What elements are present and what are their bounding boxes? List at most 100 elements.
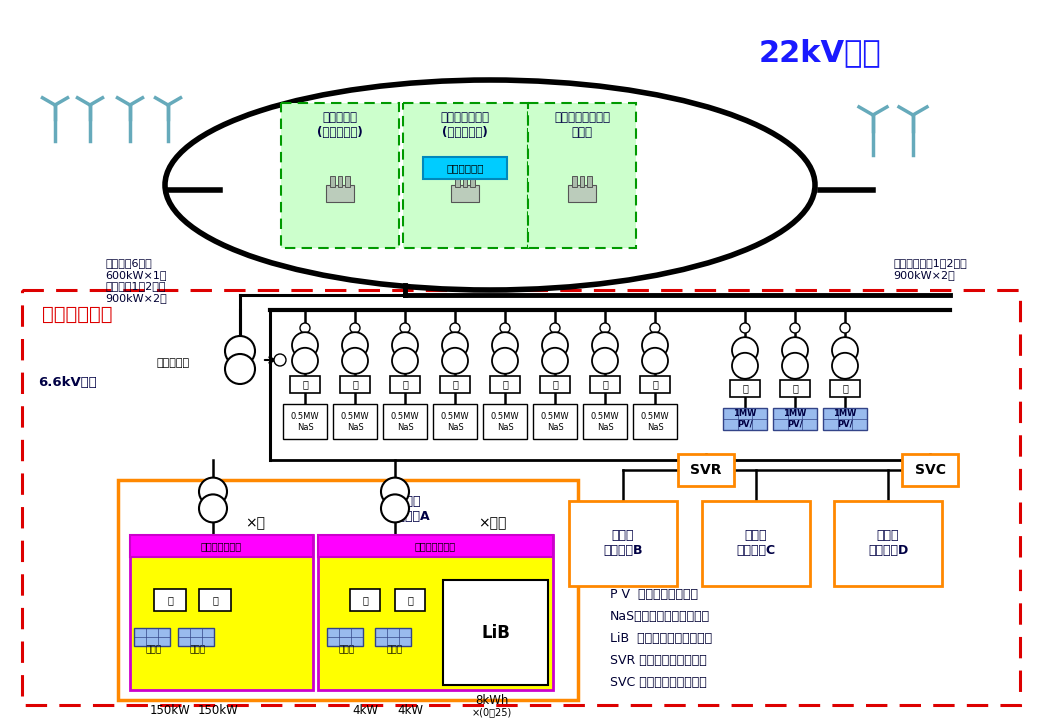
Bar	[569, 500, 677, 585]
Bar	[588, 176, 592, 186]
Text: ～: ～	[743, 383, 748, 393]
Circle shape	[342, 348, 368, 374]
Text: 0.5MW
NaS: 0.5MW NaS	[441, 413, 469, 432]
Text: 宮古風剒6号機
600kW×1基
狗俣風剒1、2号機
900kW×2基: 宮古風剒6号機 600kW×1基 狗俣風剒1、2号機 900kW×2基	[105, 258, 166, 303]
Circle shape	[782, 337, 808, 363]
Circle shape	[542, 348, 568, 374]
Text: 4kW: 4kW	[352, 703, 378, 716]
Bar	[483, 404, 527, 439]
Text: ～: ～	[502, 379, 508, 389]
Text: ～: ～	[842, 383, 848, 393]
Bar	[130, 535, 313, 690]
Bar	[590, 376, 620, 392]
Text: 8kWh: 8kWh	[475, 693, 509, 706]
Bar	[633, 404, 677, 439]
Text: SVR: SVR	[691, 463, 722, 477]
Circle shape	[840, 323, 850, 333]
Bar	[383, 404, 427, 439]
Circle shape	[542, 332, 568, 359]
Bar	[568, 185, 596, 202]
Bar	[134, 628, 170, 646]
Text: ×(0～25): ×(0～25)	[472, 707, 512, 717]
Text: LiB: LiB	[482, 624, 510, 642]
Bar	[780, 379, 810, 397]
Circle shape	[442, 332, 468, 359]
Text: 模擬負: 模擬負	[387, 646, 404, 654]
Bar	[678, 454, 734, 486]
Bar	[340, 376, 370, 392]
Text: ～: ～	[652, 379, 658, 389]
Bar	[534, 404, 577, 439]
Circle shape	[342, 332, 368, 359]
Circle shape	[381, 495, 409, 523]
Bar	[395, 589, 425, 611]
Text: ～: ～	[302, 379, 308, 389]
Bar	[402, 102, 527, 248]
Text: P V  ：太陽光発電設備: P V ：太陽光発電設備	[610, 588, 698, 601]
Circle shape	[740, 323, 750, 333]
Bar	[333, 404, 378, 439]
Bar	[375, 628, 411, 646]
Text: ～: ～	[167, 595, 173, 605]
Bar	[702, 500, 810, 585]
Bar	[318, 535, 553, 690]
Text: ～: ～	[362, 595, 368, 605]
Circle shape	[292, 348, 318, 374]
Bar	[390, 376, 420, 392]
Bar	[834, 500, 942, 585]
Bar	[423, 157, 508, 179]
Bar	[350, 589, 380, 611]
Bar	[540, 376, 570, 392]
Bar	[445, 589, 475, 611]
Bar	[773, 408, 817, 430]
Bar	[178, 628, 214, 646]
Circle shape	[492, 332, 518, 359]
Circle shape	[600, 323, 610, 333]
Bar	[830, 379, 860, 397]
Text: 実証研究設備: 実証研究設備	[42, 305, 112, 324]
Text: 0.5MW
NaS: 0.5MW NaS	[491, 413, 519, 432]
Bar	[579, 176, 584, 186]
Text: ～: ～	[552, 379, 557, 389]
Bar	[290, 376, 320, 392]
Circle shape	[642, 348, 668, 374]
Text: 模擬負: 模擬負	[339, 646, 355, 654]
Text: ～: ～	[792, 383, 798, 393]
Text: 0.5MW
NaS: 0.5MW NaS	[641, 413, 670, 432]
Circle shape	[381, 477, 409, 505]
Bar	[338, 176, 342, 186]
Circle shape	[400, 323, 410, 333]
Text: ×２５: ×２５	[477, 516, 506, 530]
Circle shape	[642, 332, 668, 359]
Bar	[528, 102, 636, 248]
Bar	[456, 176, 460, 186]
Bar	[640, 376, 670, 392]
Circle shape	[790, 323, 800, 333]
Circle shape	[225, 336, 255, 366]
Text: 22kV系統: 22kV系統	[759, 38, 881, 67]
Text: 需要家
ブロックB: 需要家 ブロックB	[603, 529, 643, 557]
Bar	[154, 589, 186, 611]
Circle shape	[292, 332, 318, 359]
Text: 模擬負: 模擬負	[146, 646, 162, 654]
Bar	[331, 176, 335, 186]
Bar	[583, 404, 627, 439]
Circle shape	[442, 348, 468, 374]
Bar	[823, 408, 867, 430]
Text: 150kW: 150kW	[150, 703, 190, 716]
Text: ～: ～	[353, 379, 358, 389]
Text: 0.5MW
NaS: 0.5MW NaS	[541, 413, 569, 432]
Bar	[281, 102, 399, 248]
Text: 1MW
PV/: 1MW PV/	[733, 409, 757, 428]
Bar	[723, 408, 768, 430]
Text: 6.6kV系統: 6.6kV系統	[38, 376, 97, 389]
Bar	[470, 176, 474, 186]
Text: 0.5MW
NaS: 0.5MW NaS	[291, 413, 319, 432]
Circle shape	[350, 323, 360, 333]
Circle shape	[732, 353, 758, 379]
Bar	[463, 176, 467, 186]
Bar	[450, 185, 479, 202]
Bar	[730, 379, 760, 397]
Circle shape	[592, 348, 618, 374]
Text: 0.5MW
NaS: 0.5MW NaS	[391, 413, 419, 432]
